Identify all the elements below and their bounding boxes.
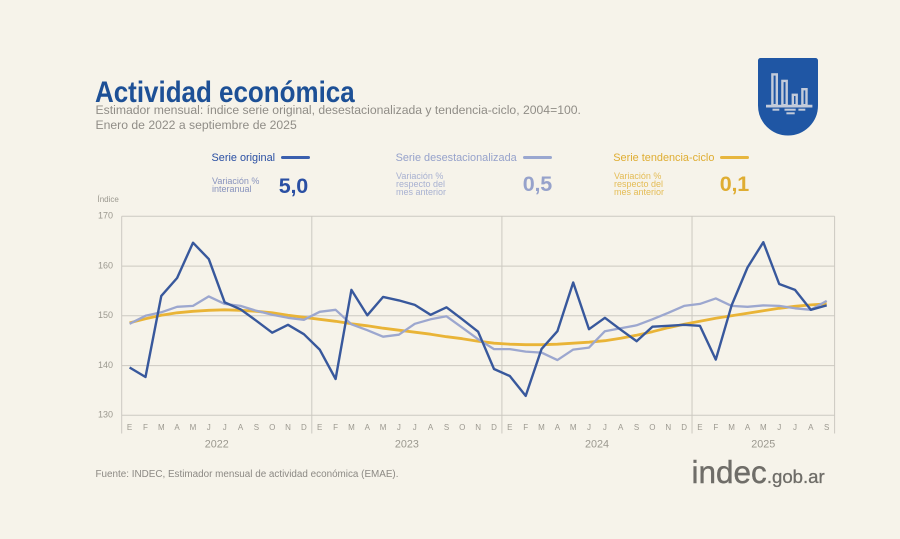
- svg-text:J: J: [223, 423, 227, 432]
- svg-text:S: S: [254, 423, 259, 432]
- svg-text:160: 160: [98, 260, 113, 270]
- svg-text:E: E: [127, 423, 132, 432]
- svg-text:J: J: [793, 423, 797, 432]
- svg-text:A: A: [618, 423, 624, 432]
- svg-text:D: D: [491, 423, 497, 432]
- svg-text:M: M: [570, 423, 577, 432]
- svg-text:M: M: [538, 423, 545, 432]
- svg-text:S: S: [824, 423, 829, 432]
- svg-text:O: O: [459, 423, 465, 432]
- svg-text:O: O: [269, 423, 275, 432]
- svg-text:A: A: [745, 423, 751, 432]
- svg-text:M: M: [158, 423, 165, 432]
- svg-text:A: A: [238, 423, 244, 432]
- svg-text:J: J: [777, 423, 781, 432]
- svg-text:2025: 2025: [751, 439, 775, 451]
- svg-text:F: F: [333, 423, 338, 432]
- svg-text:J: J: [413, 423, 417, 432]
- svg-text:130: 130: [98, 410, 113, 420]
- svg-text:E: E: [507, 423, 512, 432]
- svg-text:S: S: [444, 423, 449, 432]
- svg-text:A: A: [428, 423, 434, 432]
- svg-text:N: N: [285, 423, 291, 432]
- svg-text:D: D: [681, 423, 687, 432]
- svg-text:2023: 2023: [395, 439, 419, 451]
- svg-text:M: M: [380, 423, 387, 432]
- svg-text:F: F: [713, 423, 718, 432]
- svg-text:F: F: [523, 423, 528, 432]
- svg-text:140: 140: [98, 360, 113, 370]
- svg-text:2022: 2022: [205, 439, 229, 451]
- svg-text:O: O: [649, 423, 655, 432]
- svg-text:A: A: [174, 423, 180, 432]
- svg-text:M: M: [190, 423, 197, 432]
- svg-text:F: F: [143, 423, 148, 432]
- svg-text:J: J: [397, 423, 401, 432]
- svg-text:M: M: [760, 423, 767, 432]
- svg-text:S: S: [634, 423, 639, 432]
- svg-text:A: A: [808, 423, 814, 432]
- svg-text:J: J: [587, 423, 591, 432]
- svg-text:A: A: [365, 423, 371, 432]
- svg-text:E: E: [697, 423, 702, 432]
- svg-text:E: E: [317, 423, 322, 432]
- svg-text:170: 170: [98, 211, 113, 221]
- svg-text:J: J: [603, 423, 607, 432]
- svg-text:M: M: [728, 423, 735, 432]
- svg-text:M: M: [348, 423, 355, 432]
- svg-text:D: D: [301, 423, 307, 432]
- svg-text:150: 150: [98, 310, 113, 320]
- svg-text:N: N: [475, 423, 481, 432]
- svg-text:J: J: [207, 423, 211, 432]
- svg-text:2024: 2024: [585, 439, 609, 451]
- svg-text:A: A: [555, 423, 561, 432]
- svg-text:N: N: [665, 423, 671, 432]
